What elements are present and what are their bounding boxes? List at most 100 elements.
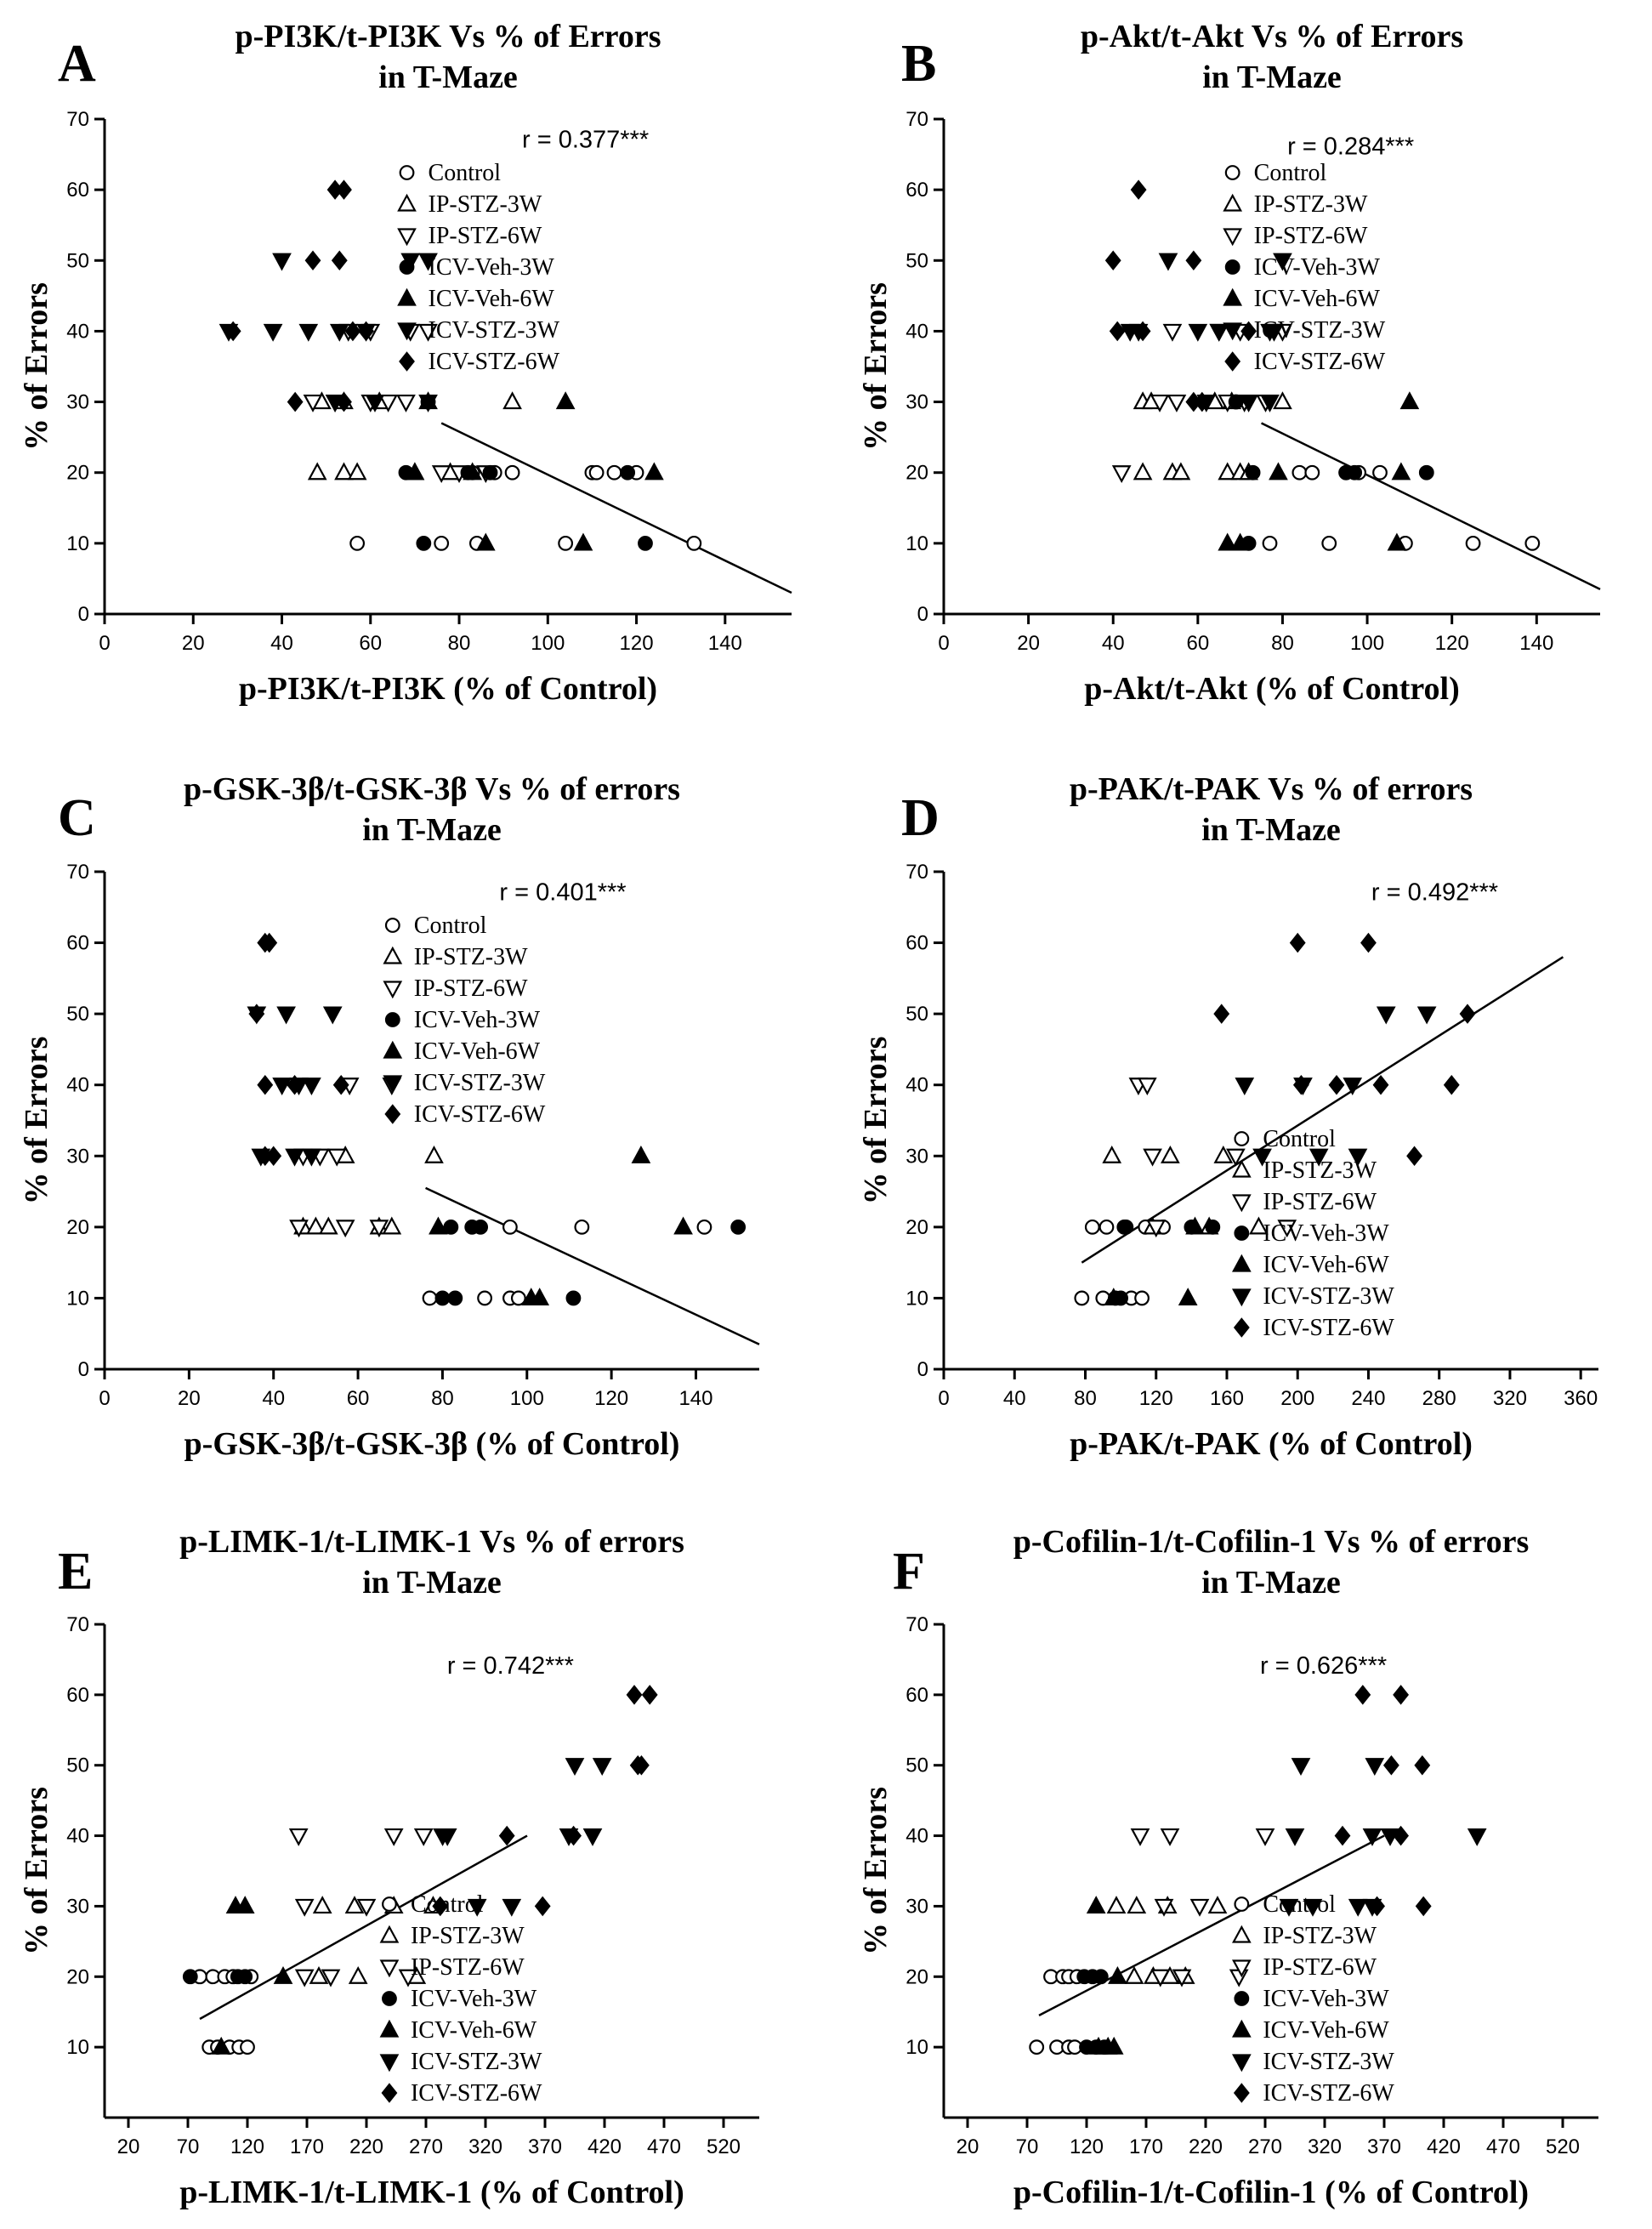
data-point — [641, 1685, 658, 1705]
legend-marker — [382, 1991, 397, 2006]
data-point — [626, 1685, 643, 1705]
data-point — [431, 465, 451, 484]
legend-item: ICV-Veh-6W — [1232, 1252, 1389, 1278]
y-tick-label: 20 — [66, 1965, 89, 1988]
legend-label: ICV-STZ-3W — [1263, 1283, 1394, 1310]
legend-label: ICV-Veh-3W — [1263, 1220, 1389, 1247]
x-tick-label: 160 — [1210, 1387, 1244, 1410]
data-point — [1273, 391, 1292, 410]
x-tick-label: 120 — [620, 632, 654, 655]
legend-marker — [382, 1896, 397, 1912]
legend-item: Control — [1224, 160, 1326, 186]
data-point — [1406, 1146, 1422, 1167]
data-point — [1194, 391, 1211, 412]
data-point — [322, 1006, 343, 1025]
x-tick-label: 420 — [588, 2135, 622, 2158]
data-point — [257, 1074, 274, 1095]
data-point — [1372, 464, 1388, 480]
data-point — [378, 394, 398, 412]
chart-panel-f: Fp-Cofilin-1/t-Cofilin-1 Vs % of errors i… — [858, 1524, 1598, 2210]
data-point — [276, 1006, 296, 1025]
legend-label: ICV-STZ-6W — [411, 2080, 542, 2107]
data-point — [1393, 1685, 1410, 1705]
data-point — [502, 1898, 522, 1917]
y-tick-label: 60 — [66, 179, 89, 202]
x-tick-label: 140 — [1519, 632, 1553, 655]
x-tick-label: 220 — [1189, 2135, 1223, 2158]
legend-label: ICV-Veh-6W — [1263, 1252, 1389, 1278]
x-tick-label: 80 — [1271, 632, 1294, 655]
data-point — [273, 1965, 293, 1984]
x-tick-label: 370 — [528, 2135, 562, 2158]
legend-item: IP-STZ-3W — [397, 191, 542, 218]
data-point — [1188, 323, 1208, 342]
x-tick-label: 20 — [178, 1387, 201, 1410]
y-tick-label: 50 — [905, 249, 928, 272]
correlation-label: r = 0.377*** — [522, 126, 649, 153]
legend-label: ICV-STZ-3W — [1263, 2049, 1394, 2075]
data-point — [287, 391, 304, 412]
series-icv-stz-6w — [1213, 932, 1476, 1167]
data-point — [1172, 1969, 1192, 1987]
legend-label: ICV-Veh-6W — [414, 1038, 541, 1065]
data-point — [475, 532, 496, 551]
data-point — [1162, 323, 1183, 342]
data-point — [288, 1828, 309, 1846]
legend-marker — [1234, 1131, 1250, 1146]
data-point — [1160, 1828, 1180, 1846]
y-tick-label: 70 — [905, 861, 928, 884]
legend-item: ICV-Veh-3W — [1224, 254, 1381, 281]
data-point — [1084, 1219, 1100, 1235]
data-point — [565, 1290, 582, 1306]
legend: Control IP-STZ-3W IP-STZ-6W ICV-Veh-3W ICV-V… — [397, 160, 560, 375]
legend-label: IP-STZ-6W — [1263, 1189, 1377, 1215]
legend-marker — [397, 228, 417, 247]
legend-marker — [383, 1040, 403, 1059]
legend-item: ICV-STZ-3W — [379, 2049, 542, 2075]
y-tick-label: 40 — [66, 1074, 89, 1097]
y-tick-label: 40 — [905, 1825, 928, 1848]
legend-item: ICV-Veh-3W — [384, 1007, 541, 1033]
data-point — [349, 535, 366, 551]
data-point — [1209, 323, 1229, 342]
y-tick-label: 10 — [66, 1287, 89, 1310]
data-point — [382, 1216, 402, 1235]
legend-marker — [1232, 1194, 1252, 1213]
legend-label: IP-STZ-6W — [414, 975, 528, 1002]
data-point — [1252, 1148, 1272, 1167]
x-tick-label: 520 — [1546, 2135, 1580, 2158]
x-tick-label: 120 — [1070, 2135, 1104, 2158]
legend-item: IP-STZ-3W — [379, 1923, 525, 1949]
data-point — [1304, 464, 1320, 480]
legend-item: IP-STZ-6W — [1223, 223, 1368, 249]
data-point — [1524, 535, 1541, 551]
y-tick-label: 60 — [66, 1684, 89, 1707]
data-point — [1347, 464, 1363, 480]
data-point — [1459, 1004, 1476, 1024]
x-tick-label: 240 — [1351, 1387, 1385, 1410]
chart-title-line: p-PI3K/t-PI3K Vs % of Errors — [235, 19, 661, 54]
data-point — [631, 1145, 651, 1163]
data-point — [344, 321, 361, 342]
data-point — [473, 1219, 489, 1235]
data-point — [620, 464, 636, 480]
legend-label: ICV-Veh-6W — [429, 286, 555, 312]
data-point — [1262, 535, 1278, 551]
data-point — [1416, 1006, 1437, 1025]
data-point — [1104, 250, 1121, 271]
y-tick-label: 10 — [905, 1287, 928, 1310]
legend-item: IP-STZ-3W — [383, 944, 528, 970]
series-icv-veh-3w — [434, 1219, 747, 1306]
x-tick-label: 20 — [182, 632, 205, 655]
data-point — [467, 1898, 487, 1917]
data-point — [588, 464, 605, 480]
series-icv-veh-6w — [1086, 1896, 1127, 2055]
data-point — [1104, 1288, 1124, 1306]
data-point — [1207, 1896, 1228, 1914]
x-tick-label: 80 — [431, 1387, 454, 1410]
x-axis-label: p-GSK-3β/t-GSK-3β (% of Control) — [185, 1426, 680, 1462]
data-point — [1133, 462, 1153, 480]
legend-item: IP-STZ-6W — [383, 975, 528, 1002]
data-point — [1365, 1758, 1385, 1777]
legend-label: ICV-Veh-3W — [411, 1986, 537, 2012]
